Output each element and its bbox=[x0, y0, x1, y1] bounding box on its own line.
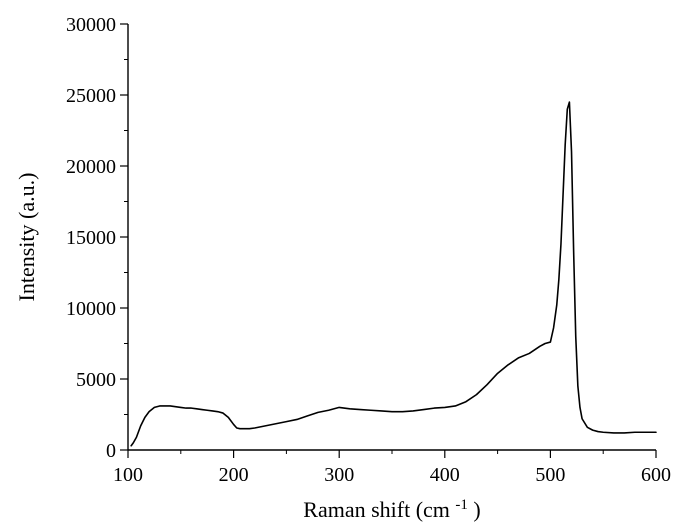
y-tick-label: 10000 bbox=[66, 298, 116, 320]
y-tick-label: 5000 bbox=[76, 369, 116, 391]
series-layer bbox=[130, 101, 657, 447]
x-tick-label: 300 bbox=[324, 464, 354, 486]
x-axis-title-sup: -1 bbox=[455, 497, 468, 513]
x-tick-label: 500 bbox=[535, 464, 565, 486]
y-tick-label: 0 bbox=[106, 440, 116, 462]
y-tick-label: 15000 bbox=[66, 227, 116, 249]
x-tick-label: 100 bbox=[113, 464, 143, 486]
x-tick-label: 400 bbox=[430, 464, 460, 486]
y-tick-label: 20000 bbox=[66, 156, 116, 178]
x-axis-title-main: Raman shift (cm bbox=[303, 497, 450, 522]
x-axis-title: Raman shift (cm -1 ) bbox=[303, 497, 480, 522]
x-tick-label: 600 bbox=[641, 464, 671, 486]
x-tick-label: 200 bbox=[219, 464, 249, 486]
series-line-0 bbox=[130, 101, 657, 447]
y-axis-title: Intensity (a.u.) bbox=[14, 173, 39, 302]
ticks-layer: 0 5000 10000 15000 20000 25000 30000 100 200 300 4… bbox=[66, 14, 671, 486]
y-tick-label: 30000 bbox=[66, 14, 116, 36]
x-axis-title-end: ) bbox=[473, 497, 480, 522]
y-tick-label: 25000 bbox=[66, 85, 116, 107]
axes-layer bbox=[127, 24, 656, 451]
